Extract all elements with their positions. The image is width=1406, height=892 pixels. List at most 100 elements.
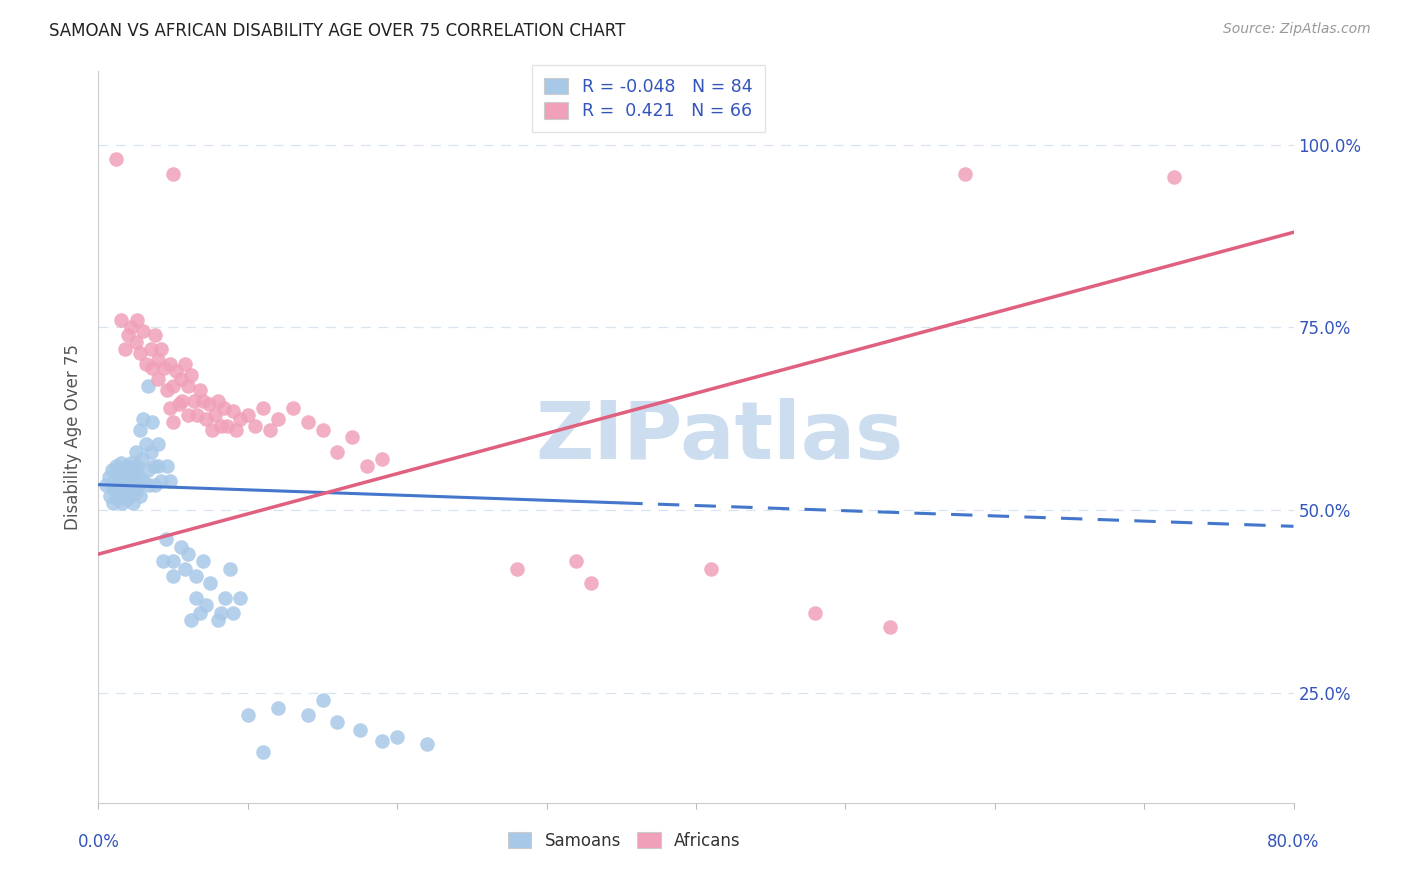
Point — [252, 401, 274, 415]
Point — [105, 459, 128, 474]
Point — [281, 401, 304, 415]
Point — [121, 496, 143, 510]
Point — [416, 737, 439, 751]
Point — [252, 745, 274, 759]
Point — [108, 481, 131, 495]
Point — [135, 357, 157, 371]
Point — [150, 343, 173, 357]
Text: 80.0%: 80.0% — [1267, 833, 1320, 851]
Point — [201, 423, 224, 437]
Point — [879, 620, 901, 634]
Point — [219, 562, 242, 576]
Point — [225, 423, 247, 437]
Point — [136, 463, 159, 477]
Point — [174, 357, 197, 371]
Point — [198, 397, 221, 411]
Point — [191, 554, 214, 568]
Point — [110, 313, 132, 327]
Point — [127, 481, 149, 495]
Point — [150, 474, 173, 488]
Point — [177, 408, 200, 422]
Point — [104, 474, 127, 488]
Point — [245, 419, 267, 434]
Point — [128, 470, 150, 484]
Point — [139, 444, 162, 458]
Point — [110, 456, 132, 470]
Point — [174, 562, 197, 576]
Point — [139, 343, 162, 357]
Point — [191, 393, 214, 408]
Point — [107, 470, 129, 484]
Point — [156, 459, 179, 474]
Point — [700, 562, 723, 576]
Point — [385, 730, 409, 744]
Point — [112, 470, 135, 484]
Point — [506, 562, 529, 576]
Point — [342, 430, 364, 444]
Point — [1163, 170, 1185, 185]
Point — [222, 404, 245, 418]
Point — [184, 591, 207, 605]
Point — [156, 383, 179, 397]
Point — [162, 569, 184, 583]
Point — [311, 693, 333, 707]
Point — [229, 591, 252, 605]
Text: 0.0%: 0.0% — [77, 833, 120, 851]
Point — [129, 489, 152, 503]
Point — [120, 470, 142, 484]
Point — [349, 723, 371, 737]
Point — [118, 489, 141, 503]
Point — [159, 401, 181, 415]
Y-axis label: Disability Age Over 75: Disability Age Over 75 — [65, 344, 83, 530]
Point — [125, 334, 148, 349]
Point — [172, 393, 194, 408]
Point — [148, 371, 170, 385]
Point — [152, 554, 174, 568]
Point — [222, 606, 245, 620]
Point — [114, 463, 136, 477]
Point — [207, 613, 229, 627]
Point — [118, 467, 141, 481]
Point — [111, 477, 134, 491]
Point — [214, 591, 236, 605]
Point — [267, 412, 290, 426]
Point — [117, 474, 139, 488]
Point — [111, 496, 134, 510]
Point — [136, 379, 159, 393]
Point — [120, 320, 142, 334]
Point — [148, 353, 170, 368]
Point — [207, 393, 229, 408]
Point — [127, 313, 149, 327]
Point — [326, 444, 349, 458]
Point — [186, 408, 208, 422]
Point — [204, 408, 226, 422]
Point — [148, 437, 170, 451]
Point — [121, 481, 143, 495]
Point — [94, 477, 117, 491]
Point — [155, 533, 177, 547]
Point — [195, 599, 218, 613]
Point — [195, 412, 218, 426]
Point — [297, 708, 319, 723]
Point — [297, 416, 319, 430]
Point — [169, 371, 191, 385]
Point — [98, 489, 122, 503]
Point — [115, 459, 138, 474]
Point — [127, 459, 149, 474]
Point — [129, 346, 152, 360]
Point — [131, 452, 153, 467]
Point — [125, 444, 148, 458]
Point — [162, 379, 184, 393]
Point — [236, 708, 259, 723]
Point — [259, 423, 281, 437]
Point — [184, 569, 207, 583]
Point — [236, 408, 259, 422]
Point — [180, 613, 202, 627]
Text: ZIPatlas: ZIPatlas — [536, 398, 904, 476]
Point — [581, 576, 603, 591]
Point — [108, 463, 131, 477]
Point — [183, 393, 205, 408]
Point — [132, 324, 155, 338]
Point — [107, 492, 129, 507]
Point — [103, 496, 125, 510]
